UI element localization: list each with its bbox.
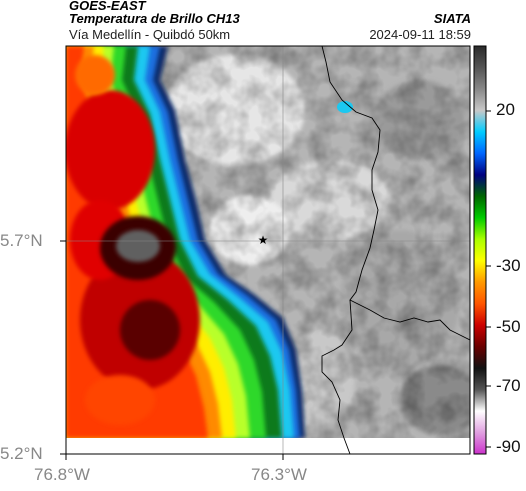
municipal-border — [321, 299, 353, 454]
y-tick-label: 5.2°N — [0, 444, 43, 463]
colorbar-gradient — [473, 45, 487, 455]
colorbar-tick-label: -70 — [496, 376, 521, 395]
datetime-label: 2024-09-11 18:59 — [369, 27, 471, 42]
x-tick-label: 76.3°W — [251, 465, 307, 484]
route-subtitle: Vía Medellín - Quibdó 50km — [69, 27, 231, 42]
colorbar-tick-label: -30 — [496, 256, 521, 275]
colorbar-tick-label: -90 — [496, 437, 521, 456]
colorbar-tick-label: 20 — [496, 100, 515, 119]
brightness-field — [66, 46, 470, 454]
satellite-name: GOES-EAST — [69, 0, 146, 13]
organization-label: SIATA — [433, 11, 471, 26]
department-border — [321, 46, 470, 341]
colorbar — [473, 45, 491, 455]
map-plot-area — [66, 46, 470, 454]
x-tick-label: 76.8°W — [34, 465, 90, 484]
y-tick-label: 5.7°N — [0, 231, 43, 250]
map-frame — [65, 45, 471, 455]
star-icon[interactable]: ★ — [258, 233, 269, 247]
colorbar-tick-label: -50 — [496, 317, 521, 336]
product-title: Temperatura de Brillo CH13 — [69, 11, 240, 26]
